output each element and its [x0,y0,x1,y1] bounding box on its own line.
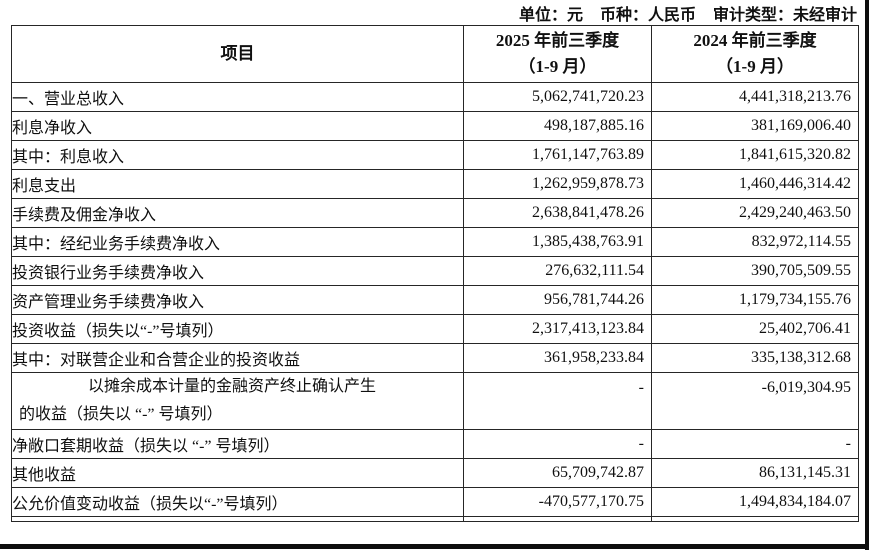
cutoff-cell [463,516,652,522]
value-2025-cell: 65,709,742.87 [463,458,652,488]
value-2025-cell: 361,958,233.84 [463,343,652,373]
table-row: 其中：利息收入 1,761,147,763.89 1,841,615,320.82 [11,140,859,170]
column-header-2025: 2025 年前三季度 （1-9 月） [463,25,652,83]
item-label-cell: 公允价值变动收益（损失以“-”号填列） [11,487,464,517]
item-label-cell: 利息支出 [11,169,464,199]
item-label-cell: 投资收益（损失以“-”号填列） [11,314,464,344]
item-label-cell: 手续费及佣金净收入 [11,198,464,228]
item-label-cell: 其中：经纪业务手续费净收入 [11,227,464,257]
cutoff-row [11,516,859,522]
value-2025-cell: 498,187,885.16 [463,111,652,141]
item-label-cell: 投资银行业务手续费净收入 [11,256,464,286]
value-2025-cell: - [463,429,652,459]
value-2024-cell: 2,429,240,463.50 [651,198,859,228]
item-label-cell: 资产管理业务手续费净收入 [11,285,464,315]
table-row: 其中：对联营企业和合营企业的投资收益 361,958,233.84 335,138,… [11,343,859,373]
audit-type-label: 审计类型：未经审计 [712,7,857,24]
value-2024-cell: 86,131,145.31 [651,458,859,488]
table-row: 利息净收入 498,187,885.16 381,169,006.40 [11,111,859,141]
value-2025-cell: 2,317,413,123.84 [463,314,652,344]
cutoff-cell [651,516,859,522]
table-row: 以摊余成本计量的金融资产终止确认产生 的收益（损失以 “-” 号填列） - -6,01… [11,372,859,430]
report-meta-line: 单位：元 币种：人民币 审计类型：未经审计 [519,1,857,25]
item-label-cell: 一、营业总收入 [11,82,464,112]
column-header-2025-line2: （1-9 月） [518,57,597,76]
currency-label: 币种：人民币 [599,7,696,24]
value-2024-cell: -6,019,304.95 [651,372,859,430]
screenshot-bottom-edge [0,544,869,549]
column-header-item: 项目 [11,25,464,83]
table-body: 一、营业总收入 5,062,741,720.23 4,441,318,213.76 利… [11,82,859,522]
item-label-cell: 其中：利息收入 [11,140,464,170]
screenshot-right-edge [865,0,869,550]
table-row: 一、营业总收入 5,062,741,720.23 4,441,318,213.76 [11,82,859,112]
item-label-cell: 净敞口套期收益（损失以 “-” 号填列） [11,429,464,459]
table-row: 公允价值变动收益（损失以“-”号填列） -470,577,170.75 1,494,… [11,487,859,517]
value-2025-cell: 1,385,438,763.91 [463,227,652,257]
value-2024-cell: 390,705,509.55 [651,256,859,286]
table-header-row: 项目 2025 年前三季度 （1-9 月） 2024 年前三季度 （1-9 月） [11,25,859,83]
column-header-2024: 2024 年前三季度 （1-9 月） [651,25,859,83]
value-2024-cell: 832,972,114.55 [651,227,859,257]
cutoff-cell [11,516,464,522]
value-2025-cell: 1,262,959,878.73 [463,169,652,199]
item-label-line1: 以摊余成本计量的金融资产终止确认产生 [88,378,377,395]
value-2024-cell: 1,460,446,314.42 [651,169,859,199]
value-2024-cell: 1,494,834,184.07 [651,487,859,517]
value-2025-cell: -470,577,170.75 [463,487,652,517]
item-label-line2: 的收益（损失以 “-” 号填列） [19,406,223,423]
table-row: 净敞口套期收益（损失以 “-” 号填列） - - [11,429,859,459]
value-2024-cell: 381,169,006.40 [651,111,859,141]
value-2025-cell: 5,062,741,720.23 [463,82,652,112]
item-label-cell: 其他收益 [11,458,464,488]
item-label-cell: 其中：对联营企业和合营企业的投资收益 [11,343,464,373]
value-2025-cell: 956,781,744.26 [463,285,652,315]
unit-label: 单位：元 [518,7,583,24]
table-row: 利息支出 1,262,959,878.73 1,460,446,314.42 [11,169,859,199]
item-label-cell: 以摊余成本计量的金融资产终止确认产生的收益（损失以 “-” 号填列） [11,372,464,430]
value-2024-cell: - [651,429,859,459]
table-row: 资产管理业务手续费净收入 956,781,744.26 1,179,734,155.… [11,285,859,315]
value-2024-cell: 4,441,318,213.76 [651,82,859,112]
income-statement-table: 项目 2025 年前三季度 （1-9 月） 2024 年前三季度 （1-9 月）… [11,25,859,522]
value-2025-cell: 1,761,147,763.89 [463,140,652,170]
column-header-2024-line1: 2024 年前三季度 [693,31,817,50]
value-2024-cell: 25,402,706.41 [651,314,859,344]
column-header-2025-line1: 2025 年前三季度 [495,31,620,50]
value-2025-cell: 2,638,841,478.26 [463,198,652,228]
value-2024-cell: 335,138,312.68 [651,343,859,373]
item-label-cell: 利息净收入 [11,111,464,141]
value-2024-cell: 1,841,615,320.82 [651,140,859,170]
value-2024-cell: 1,179,734,155.76 [651,285,859,315]
table-row: 其中：经纪业务手续费净收入 1,385,438,763.91 832,972,114… [11,227,859,257]
value-2025-cell: 276,632,111.54 [463,256,652,286]
column-header-2024-line2: （1-9 月） [716,57,794,76]
table-row: 投资银行业务手续费净收入 276,632,111.54 390,705,509.55 [11,256,859,286]
table-row: 其他收益 65,709,742.87 86,131,145.31 [11,458,859,488]
value-2025-cell: - [463,372,652,430]
table-row: 投资收益（损失以“-”号填列） 2,317,413,123.84 25,402,70… [11,314,859,344]
table-row: 手续费及佣金净收入 2,638,841,478.26 2,429,240,463.5… [11,198,859,228]
